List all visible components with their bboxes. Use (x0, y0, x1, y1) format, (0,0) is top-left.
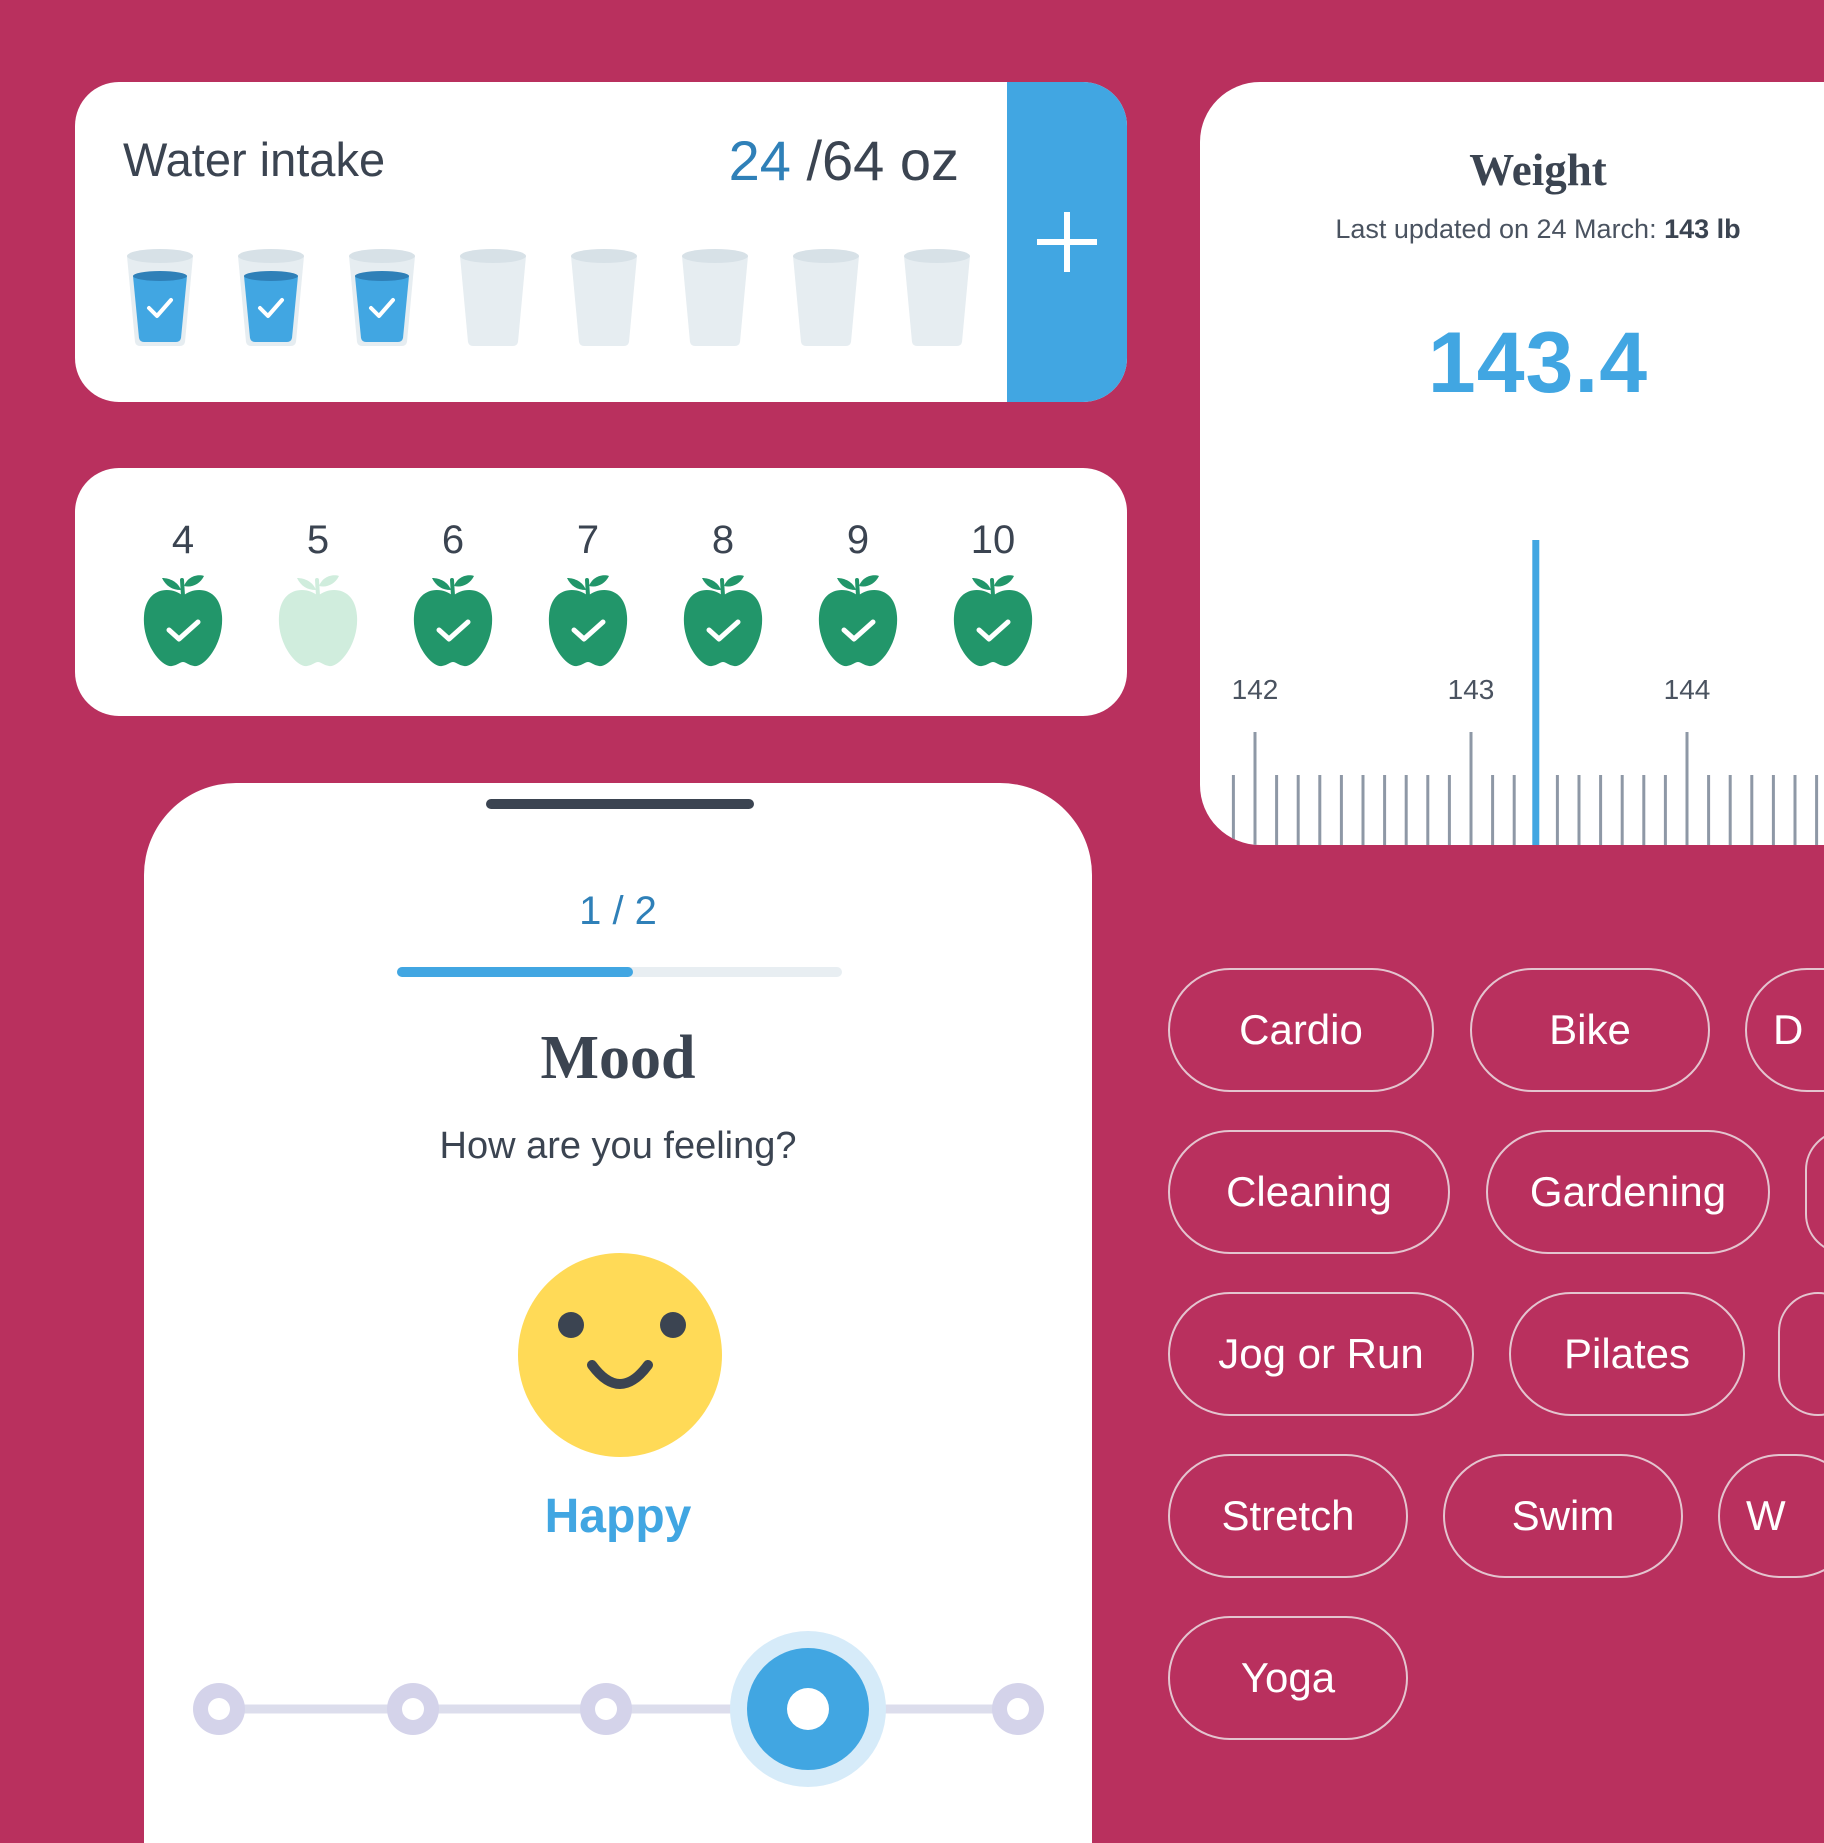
mood-slider-handle[interactable] (730, 1631, 886, 1787)
apple-check-icon (683, 575, 763, 667)
activity-pill-cropped[interactable] (1805, 1130, 1824, 1254)
activity-pill-swim[interactable]: Swim (1443, 1454, 1683, 1578)
streak-day-8[interactable]: 8 (678, 516, 768, 668)
streak-day-number: 10 (970, 518, 1016, 562)
activity-pill-jog-or-run[interactable]: Jog or Run (1168, 1292, 1474, 1416)
mood-title: Mood (540, 1024, 696, 1092)
mood-option-1[interactable] (193, 1683, 245, 1735)
streak-day-4[interactable]: 4 (138, 516, 228, 668)
water-glass-empty[interactable] (458, 248, 528, 348)
mood-slider[interactable] (144, 1603, 1092, 1803)
smiley-face-icon (518, 1253, 722, 1457)
ruler-label: 144 (1664, 674, 1711, 705)
healthy-eating-streak-card: 4 5 6 7 8 9 10 (75, 468, 1127, 716)
mood-selected-label: Happy (544, 1490, 692, 1543)
water-intake-title: Water intake (123, 133, 386, 186)
water-glass-empty[interactable] (569, 248, 639, 348)
streak-day-number: 6 (441, 518, 465, 562)
activity-pill-cropped[interactable] (1778, 1292, 1824, 1416)
mood-option-5[interactable] (992, 1683, 1044, 1735)
mood-option-3[interactable] (580, 1683, 632, 1735)
streak-day-9[interactable]: 9 (813, 516, 903, 668)
weight-title: Weight (1469, 145, 1607, 195)
ruler-label: 143 (1448, 674, 1495, 705)
weight-current-value: 143.4 (1427, 315, 1649, 411)
water-goal-amount: /64 oz (806, 129, 959, 192)
activity-pill-stretch[interactable]: Stretch (1168, 1454, 1408, 1578)
step-progress-fill (397, 967, 633, 977)
apple-check-icon (413, 575, 493, 667)
water-glass-filled[interactable] (236, 248, 306, 348)
mood-option-2[interactable] (387, 1683, 439, 1735)
weight-ruler-slider[interactable]: 142 143 144 (1200, 452, 1824, 845)
streak-day-7[interactable]: 7 (543, 516, 633, 668)
streak-day-10[interactable]: 10 (948, 516, 1038, 668)
streak-day-6[interactable]: 6 (408, 516, 498, 668)
weight-last-updated: Last updated on 24 March: 143 lb (1200, 214, 1824, 245)
water-current-amount: 24 (728, 129, 791, 192)
activity-pill-yoga[interactable]: Yoga (1168, 1616, 1408, 1740)
mood-question: How are you feeling? (439, 1125, 797, 1167)
ruler-label: 142 (1232, 674, 1279, 705)
streak-day-number: 9 (846, 518, 870, 562)
water-glass-filled[interactable] (125, 248, 195, 348)
water-intake-count: 24 /64 oz (729, 128, 959, 193)
ruler-indicator[interactable] (1532, 540, 1540, 845)
weight-last-updated-value: 143 lb (1664, 214, 1741, 244)
sheet-grabber-handle[interactable] (486, 799, 754, 809)
streak-day-5[interactable]: 5 (273, 516, 363, 668)
streak-day-number: 4 (171, 518, 195, 562)
activity-pill-w[interactable]: W (1718, 1454, 1824, 1578)
water-glass-empty[interactable] (680, 248, 750, 348)
step-indicator: 1 / 2 (579, 889, 657, 933)
mood-screen: 1 / 2 Mood How are you feeling? Happy (144, 783, 1092, 1843)
activity-pill-gardening[interactable]: Gardening (1486, 1130, 1770, 1254)
activity-pill-cardio[interactable]: Cardio (1168, 968, 1434, 1092)
apple-icon (278, 575, 358, 667)
apple-check-icon (143, 575, 223, 667)
activity-pill-cleaning[interactable]: Cleaning (1168, 1130, 1450, 1254)
water-glass-empty[interactable] (902, 248, 972, 348)
activity-pill-pilates[interactable]: Pilates (1509, 1292, 1745, 1416)
apple-check-icon (818, 575, 898, 667)
add-water-button[interactable] (1007, 82, 1127, 402)
water-intake-card: Water intake 24 /64 oz (75, 82, 1127, 402)
weight-last-updated-text: Last updated on 24 March: (1335, 214, 1665, 244)
activity-pill-d[interactable]: D (1745, 968, 1824, 1092)
water-glasses-row (125, 248, 1045, 388)
apple-check-icon (953, 575, 1033, 667)
activity-pill-bike[interactable]: Bike (1470, 968, 1710, 1092)
step-progress-bar (397, 967, 842, 977)
streak-day-number: 5 (306, 518, 330, 562)
weight-card: Weight Last updated on 24 March: 143 lb … (1200, 82, 1824, 845)
apple-check-icon (548, 575, 628, 667)
water-glass-filled[interactable] (347, 248, 417, 348)
streak-day-number: 7 (576, 518, 600, 562)
streak-day-number: 8 (711, 518, 735, 562)
plus-icon (1037, 212, 1097, 272)
water-glass-empty[interactable] (791, 248, 861, 348)
